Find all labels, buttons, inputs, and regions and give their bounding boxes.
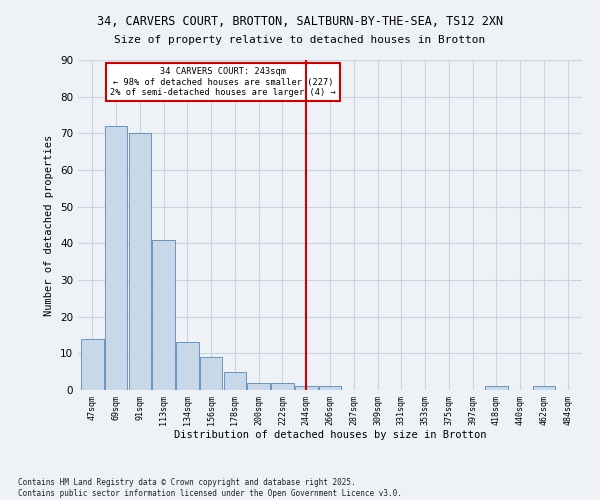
- Text: Size of property relative to detached houses in Brotton: Size of property relative to detached ho…: [115, 35, 485, 45]
- Y-axis label: Number of detached properties: Number of detached properties: [44, 134, 55, 316]
- Bar: [247, 382, 270, 390]
- Text: Contains HM Land Registry data © Crown copyright and database right 2025.
Contai: Contains HM Land Registry data © Crown c…: [18, 478, 402, 498]
- Text: 34, CARVERS COURT, BROTTON, SALTBURN-BY-THE-SEA, TS12 2XN: 34, CARVERS COURT, BROTTON, SALTBURN-BY-…: [97, 15, 503, 28]
- Bar: [533, 386, 555, 390]
- Text: 34 CARVERS COURT: 243sqm
← 98% of detached houses are smaller (227)
2% of semi-d: 34 CARVERS COURT: 243sqm ← 98% of detach…: [110, 68, 336, 97]
- Bar: [271, 382, 294, 390]
- Bar: [224, 372, 246, 390]
- Bar: [176, 342, 199, 390]
- Bar: [485, 386, 508, 390]
- Bar: [81, 338, 104, 390]
- X-axis label: Distribution of detached houses by size in Brotton: Distribution of detached houses by size …: [174, 430, 486, 440]
- Bar: [152, 240, 175, 390]
- Bar: [295, 386, 317, 390]
- Bar: [128, 134, 151, 390]
- Bar: [105, 126, 127, 390]
- Bar: [319, 386, 341, 390]
- Bar: [200, 357, 223, 390]
